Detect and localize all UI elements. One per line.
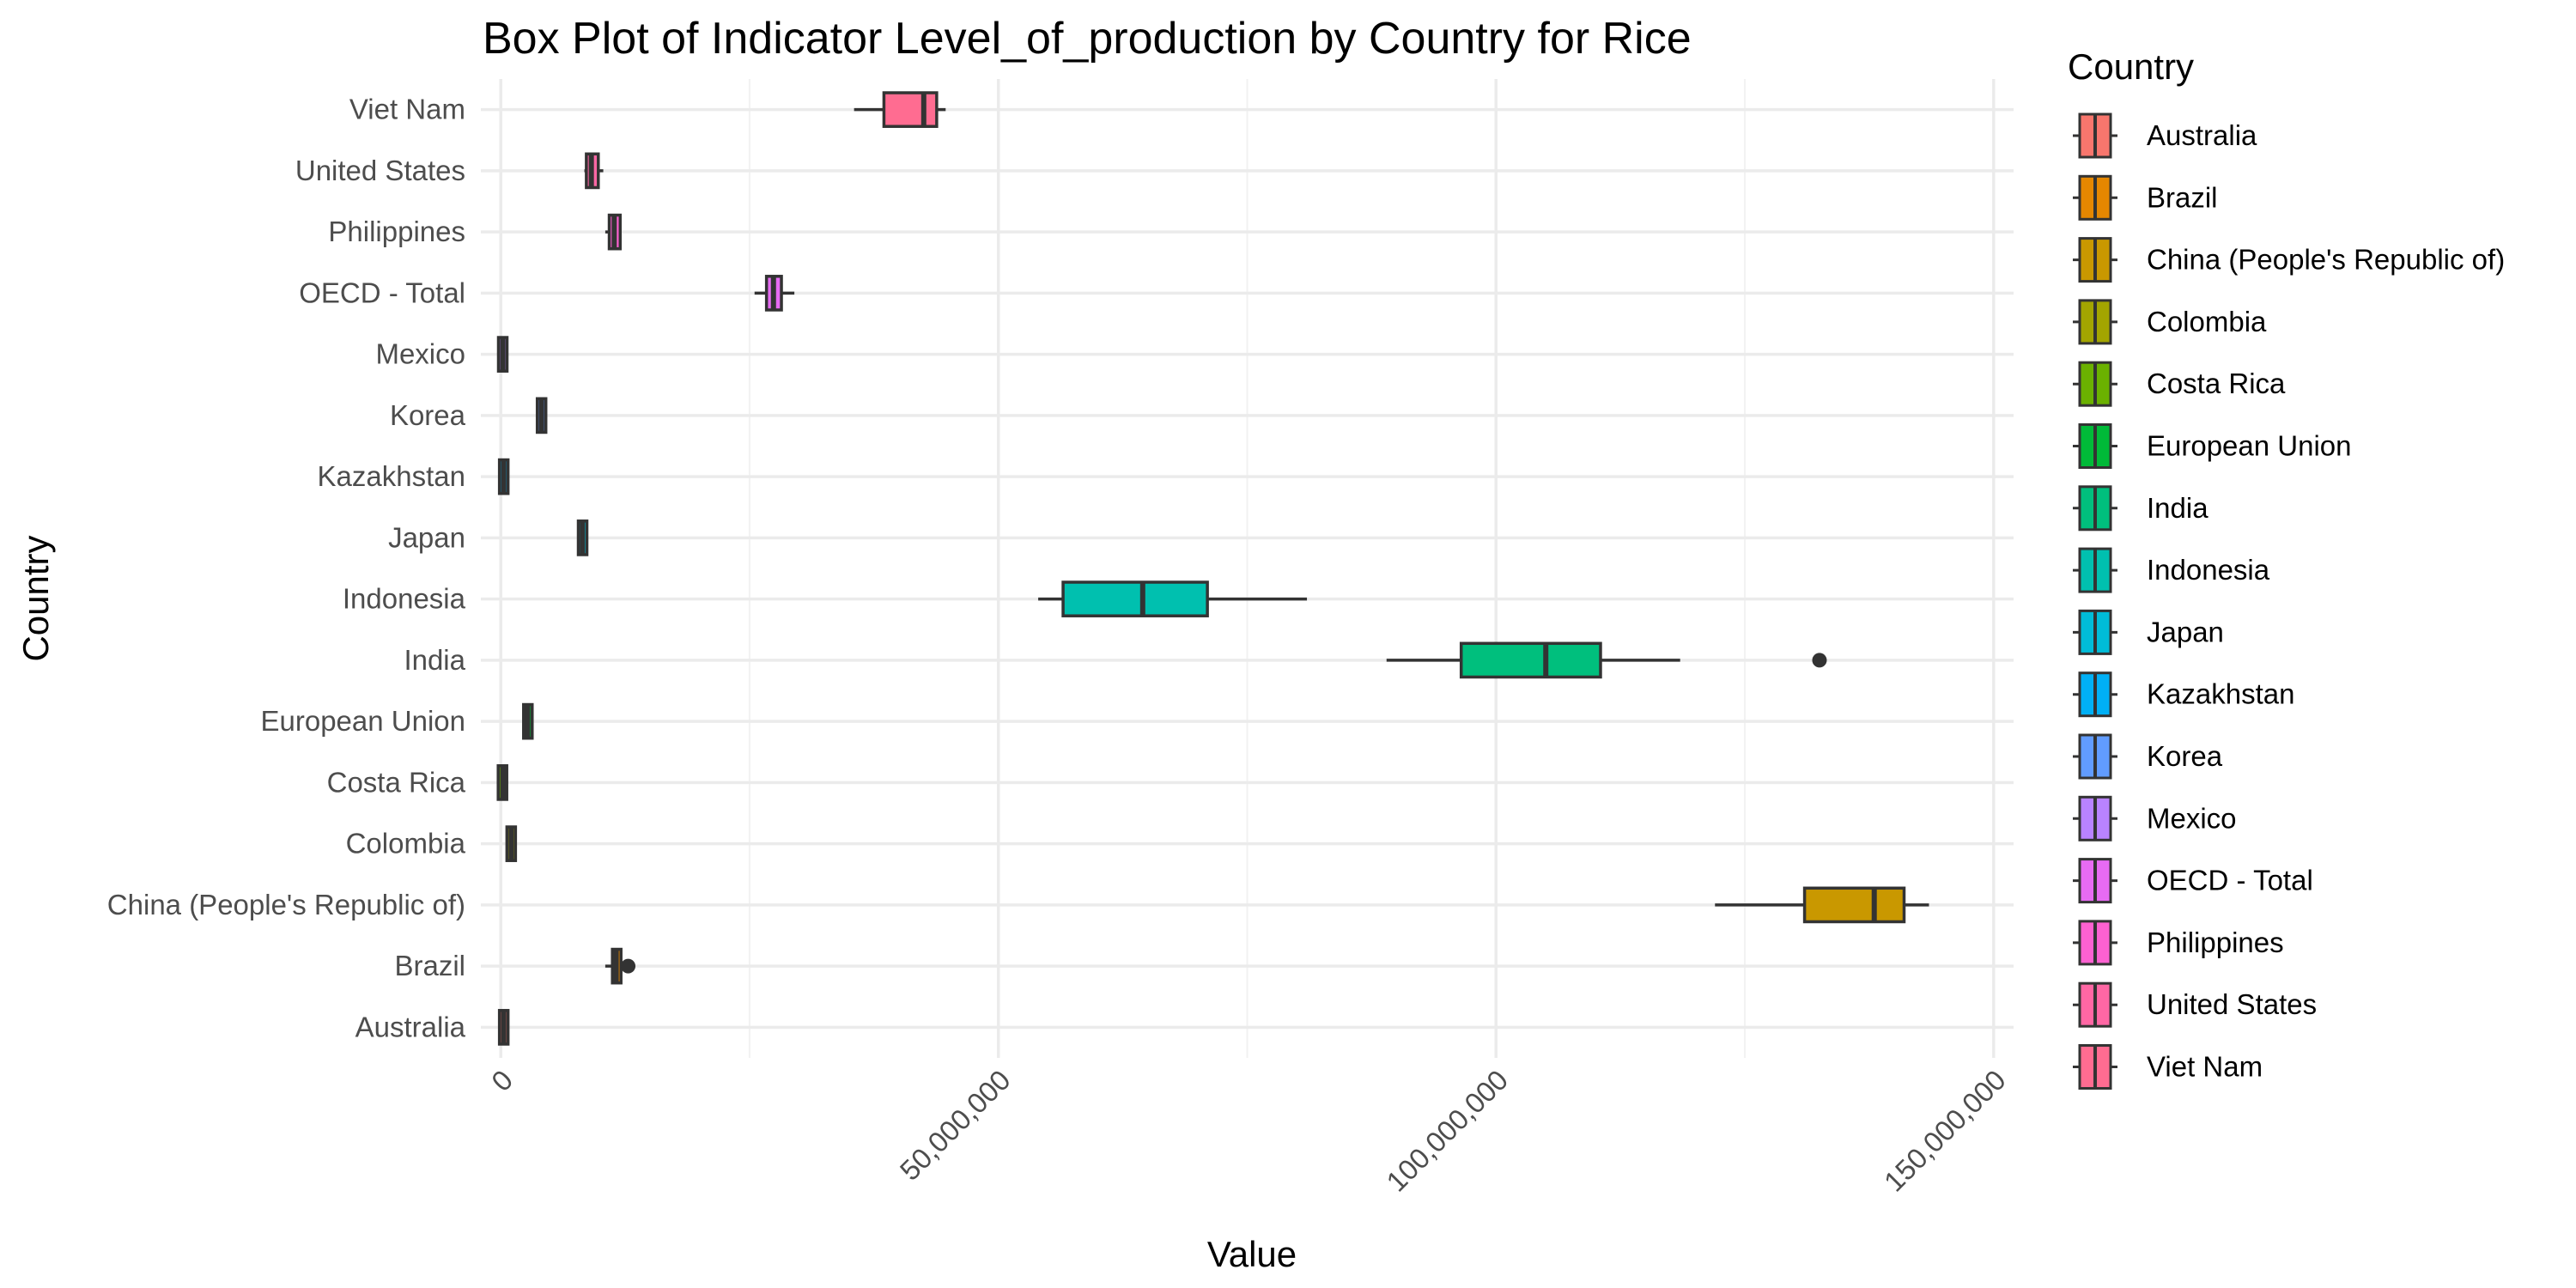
x-tick-label: 50,000,000 (894, 1064, 1017, 1187)
y-tick-label: European Union (260, 705, 465, 737)
y-tick-label: Mexico (375, 338, 465, 370)
y-tick-label: India (404, 644, 465, 676)
box-costa-rica (496, 764, 508, 801)
legend-item-india: India (2073, 485, 2208, 532)
box-united-states (584, 152, 604, 190)
legend-item-china-people-s-republic-of-: China (People's Republic of) (2073, 237, 2505, 283)
legend-label: Australia (2147, 119, 2257, 151)
box-iqr (1061, 580, 1209, 617)
y-tick-label: Korea (390, 399, 466, 431)
legend-item-australia: Australia (2073, 112, 2257, 159)
legend-title: Country (2068, 46, 2194, 87)
box-india (1386, 641, 1827, 679)
y-tick-label: Viet Nam (349, 94, 465, 125)
legend-item-mexico: Mexico (2073, 795, 2237, 841)
legend-item-colombia: Colombia (2073, 299, 2267, 345)
legend-item-philippines: Philippines (2073, 920, 2284, 966)
box-iqr (1459, 641, 1602, 679)
y-tick-label: OECD - Total (299, 276, 465, 308)
legend-item-costa-rica: Costa Rica (2073, 361, 2286, 407)
legend-label: Colombia (2147, 306, 2267, 337)
box-philippines (605, 213, 623, 251)
x-tick-label: 100,000,000 (1380, 1064, 1514, 1198)
box-iqr (1802, 886, 1906, 924)
legend-label: Indonesia (2147, 554, 2270, 586)
chart-title: Box Plot of Indicator Level_of_productio… (483, 14, 1692, 64)
y-tick-label: Philippines (328, 216, 465, 247)
box-european-union (522, 702, 534, 740)
legend-item-brazil: Brazil (2073, 174, 2218, 221)
box-viet-nam (854, 91, 946, 128)
y-tick-label: Indonesia (343, 583, 466, 615)
box-kazakhstan (497, 458, 510, 495)
box-colombia (505, 825, 518, 862)
box-brazil (605, 947, 636, 985)
y-tick-label: Costa Rica (327, 766, 466, 798)
legend-label: India (2147, 492, 2208, 524)
legend-label: Costa Rica (2147, 368, 2286, 399)
y-tick-label: Japan (388, 521, 465, 553)
y-tick-label: Kazakhstan (318, 460, 465, 492)
legend-label: Korea (2147, 740, 2223, 772)
legend-label: Japan (2147, 616, 2224, 647)
legend-item-korea: Korea (2073, 733, 2223, 780)
legend: Country Australia Brazil China (People's R… (2068, 46, 2505, 1090)
legend-item-indonesia: Indonesia (2073, 547, 2270, 593)
box-china-people-s-republic-of- (1715, 886, 1929, 924)
legend-label: OECD - Total (2147, 865, 2313, 896)
legend-item-oecd-total: OECD - Total (2073, 858, 2313, 904)
box-iqr (882, 91, 939, 128)
legend-item-viet-nam: Viet Nam (2073, 1044, 2263, 1090)
y-tick-label: Colombia (346, 828, 466, 860)
legend-label: United States (2147, 988, 2317, 1020)
x-tick-label: 150,000,000 (1878, 1064, 2012, 1198)
legend-item-japan: Japan (2073, 609, 2224, 655)
legend-label: Philippines (2147, 927, 2284, 958)
x-tick-label: 0 (485, 1064, 519, 1097)
outlier-point (621, 958, 636, 974)
boxes-layer (496, 91, 1929, 1046)
x-axis-ticks: 0 50,000,000 100,000,000 150,000,000 (485, 1064, 2012, 1198)
x-axis-title: Value (1207, 1234, 1297, 1274)
box-indonesia (1038, 580, 1308, 617)
legend-items: Australia Brazil China (People's Republic … (2073, 112, 2505, 1090)
legend-label: Brazil (2147, 181, 2218, 213)
box-korea (535, 397, 548, 434)
legend-item-european-union: European Union (2073, 423, 2352, 469)
y-tick-label: Australia (355, 1011, 466, 1042)
y-tick-label: Brazil (394, 950, 465, 981)
legend-label: Kazakhstan (2147, 678, 2294, 710)
y-axis-ticks: Australia Brazil China (People's Republic … (107, 94, 466, 1043)
box-australia (497, 1009, 510, 1046)
grid-layer (481, 79, 2014, 1058)
box-japan (576, 519, 589, 556)
y-tick-label: United States (295, 155, 465, 186)
box-oecd-total (754, 275, 795, 312)
legend-label: European Union (2147, 430, 2352, 462)
y-tick-label: China (People's Republic of) (107, 889, 465, 920)
legend-label: Viet Nam (2147, 1051, 2263, 1083)
y-axis-title: Country (15, 535, 56, 661)
legend-label: Mexico (2147, 802, 2237, 834)
box-mexico (496, 336, 509, 373)
legend-label: China (People's Republic of) (2147, 244, 2505, 276)
legend-item-kazakhstan: Kazakhstan (2073, 671, 2294, 718)
legend-item-united-states: United States (2073, 981, 2317, 1028)
outlier-point (1812, 653, 1827, 668)
